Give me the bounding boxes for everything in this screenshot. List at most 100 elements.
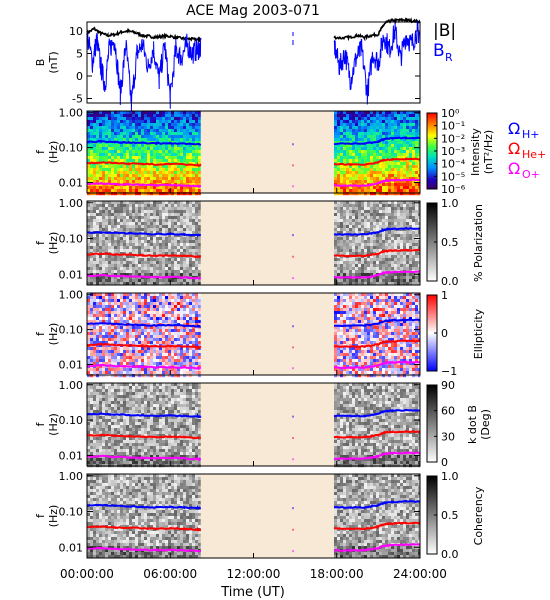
colorbar-tick-label: 0.0 — [441, 548, 459, 561]
field-plot-frame — [86, 21, 421, 104]
data-gap — [200, 383, 334, 466]
o-gyro-legend-sub: O+ — [522, 168, 540, 181]
x-tick-label: 18:00:00 — [310, 567, 364, 581]
y-axis-label: f — [34, 513, 47, 518]
colorbar-label: (Deg) — [479, 409, 492, 440]
colorbar-tick-label: 0.5 — [441, 236, 459, 249]
data-gap — [200, 201, 334, 285]
colorbar-tick-label: 10⁻⁶ — [441, 183, 466, 196]
colorbar-tick-label: 90 — [441, 379, 455, 392]
y-axis-label: (Hz) — [47, 141, 60, 164]
legend-btot: |B| — [433, 21, 456, 41]
y-tick-label: 0.01 — [59, 449, 84, 462]
legend-br: B — [433, 41, 445, 61]
y-tick-label: 1.00 — [59, 107, 84, 120]
y-tick-label: 0.10 — [59, 414, 84, 427]
y-axis-label: f — [34, 149, 47, 154]
colorbar-tick-label: 1.0 — [441, 197, 459, 210]
intensity-panel: 1.00 0.10 0.01 f (Hz) 10⁰10⁻¹10⁻²10⁻³10⁻⁴10⁻⁵… — [34, 107, 546, 196]
colorbar-tick-label: 1 — [441, 289, 448, 302]
o-gyro-line — [86, 360, 421, 371]
btot-series-line — [86, 17, 421, 43]
colorbar-tick-label: −1 — [441, 365, 457, 378]
y-tick-label: 10 — [69, 25, 83, 38]
o-gyro-line — [86, 177, 421, 188]
colorbar-tick-label: 0.0 — [441, 275, 459, 288]
ellipticity-panel: 1.00 0.10 0.01 f (Hz) 1 0 −1 Ellipticity — [34, 289, 485, 378]
y-axis-label: (Hz) — [47, 413, 60, 436]
kdotb-panel: 1.00 0.10 0.01 f (Hz) 90 60 30 0 k dot B (Deg) — [34, 379, 492, 469]
x-tick-label: 06:00:00 — [143, 567, 197, 581]
colorbar-tick-label: 60 — [441, 405, 455, 418]
y-tick-label: 0.10 — [59, 506, 84, 519]
y-tick-label: 0.10 — [59, 233, 84, 246]
y-tick-label: 0.01 — [59, 359, 84, 372]
colorbar-tick-label: 0.5 — [441, 509, 459, 522]
colorbar-tick-label: 30 — [441, 430, 455, 443]
chart-title: ACE Mag 2003-071 — [186, 3, 320, 19]
h-gyro-line — [86, 408, 421, 419]
h-gyro-line — [86, 318, 421, 328]
o-gyro-line — [86, 542, 421, 553]
he-gyro-line — [86, 429, 421, 440]
he-gyro-legend: Ω — [508, 139, 520, 158]
colorbar-label: Ellipticity — [472, 308, 485, 359]
colorbar-label: Coherency — [472, 486, 485, 545]
he-gyro-legend-sub: He+ — [522, 148, 546, 161]
h-gyro-legend: Ω — [508, 119, 520, 138]
colorbar-label: % Polarization — [472, 204, 485, 282]
colorbar-tick-label: 10⁻⁴ — [441, 158, 466, 171]
legend-br-sub: R — [445, 51, 453, 64]
x-tick-label: 00:00:00 — [60, 567, 114, 581]
x-axis-label: Time (UT) — [220, 585, 285, 600]
y-tick-label: 5 — [76, 48, 83, 61]
br-series-line — [86, 20, 421, 111]
he-gyro-line — [86, 157, 421, 167]
kdotb-spectrogram — [87, 383, 421, 468]
y-tick-label: 0.10 — [59, 324, 84, 337]
y-tick-label: 1.00 — [59, 289, 84, 302]
o-gyro-legend: Ω — [508, 159, 520, 178]
y-axis-label: f — [34, 240, 47, 245]
x-tick-label: 24:00:00 — [393, 567, 447, 581]
colorbar-tick-label: 10⁰ — [441, 107, 460, 120]
data-gap — [200, 474, 334, 558]
data-gap — [200, 111, 334, 193]
h-gyro-line — [86, 136, 421, 146]
o-gyro-line — [86, 451, 421, 462]
colorbar — [426, 384, 438, 463]
y-tick-label: 0 — [76, 70, 83, 83]
colorbar-tick-label: 10⁻³ — [441, 145, 465, 158]
colorbar-label: (nT²/Hz) — [482, 130, 495, 174]
colorbar-tick-label: 1.0 — [441, 470, 459, 483]
h-gyro-line — [86, 226, 421, 238]
polarization-panel: 1.00 0.10 0.01 f (Hz) 1.0 0.5 0.0 % Polarization — [34, 197, 485, 288]
y-tick-label: 1.00 — [59, 379, 84, 392]
y-tick-label: -5 — [72, 93, 83, 106]
colorbar-label: Intensity — [469, 128, 482, 176]
y-tick-label: 0.10 — [59, 142, 84, 155]
y-axis-label: (Hz) — [47, 323, 60, 346]
x-tick-label: 12:00:00 — [227, 567, 281, 581]
colorbar-label: k dot B — [466, 405, 479, 444]
h-gyro-line — [86, 500, 421, 510]
colorbar-tick-label: 10⁻¹ — [441, 120, 465, 133]
y-axis-label: (Hz) — [47, 505, 60, 528]
coherency-panel: 1.00 0.10 0.01 f (Hz) 1.0 0.5 0.0 Coherency — [34, 470, 485, 561]
o-gyro-line — [86, 270, 421, 280]
y-tick-label: 0.01 — [59, 541, 84, 554]
y-tick-label: 0.01 — [59, 268, 84, 281]
y-axis-label: (Hz) — [47, 232, 60, 255]
h-gyro-legend-sub: H+ — [522, 128, 540, 141]
y-axis-label: f — [34, 331, 47, 336]
he-gyro-line — [87, 339, 421, 350]
y-tick-label: 1.00 — [59, 470, 84, 483]
he-gyro-line — [86, 521, 421, 532]
y-tick-label: 0.01 — [59, 177, 84, 190]
y-tick-label: 1.00 — [59, 197, 84, 210]
colorbar-tick-label: 0 — [441, 327, 448, 340]
colorbar-tick-label: 0 — [441, 456, 448, 469]
colorbar-tick-label: 10⁻⁵ — [441, 170, 465, 183]
